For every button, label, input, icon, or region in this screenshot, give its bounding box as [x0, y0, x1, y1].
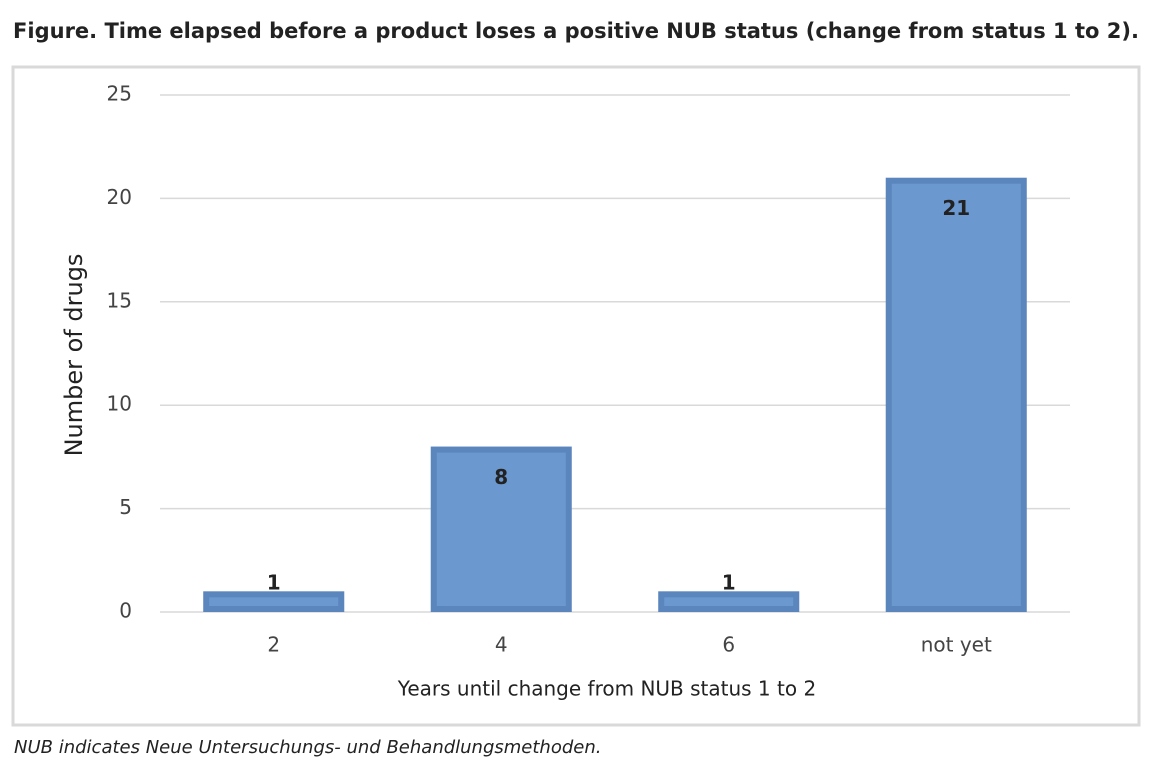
- y-tick-label: 0: [119, 599, 132, 623]
- y-axis-label: Number of drugs: [60, 254, 88, 457]
- bar: [658, 591, 800, 613]
- bar: [430, 446, 572, 612]
- data-label: 1: [722, 571, 736, 595]
- bar: [885, 177, 1027, 612]
- x-tick-label: 2: [267, 633, 280, 657]
- x-tick-label: not yet: [921, 633, 992, 657]
- footnote: NUB indicates Neue Untersuchungs- und Be…: [14, 737, 602, 758]
- x-tick-label: 4: [495, 633, 508, 657]
- x-axis-label: Years until change from NUB status 1 to …: [397, 677, 816, 701]
- y-tick-label: 25: [107, 82, 132, 106]
- y-tick-label: 5: [119, 495, 132, 519]
- x-tick-label: 6: [722, 633, 735, 657]
- bar: [203, 591, 345, 613]
- data-label: 1: [267, 571, 281, 595]
- chart-title: Figure. Time elapsed before a product lo…: [13, 19, 1139, 43]
- data-label: 8: [494, 465, 508, 489]
- data-label: 21: [942, 196, 970, 220]
- y-tick-label: 15: [107, 288, 132, 312]
- y-tick-label: 10: [107, 392, 132, 416]
- y-tick-label: 20: [107, 185, 132, 209]
